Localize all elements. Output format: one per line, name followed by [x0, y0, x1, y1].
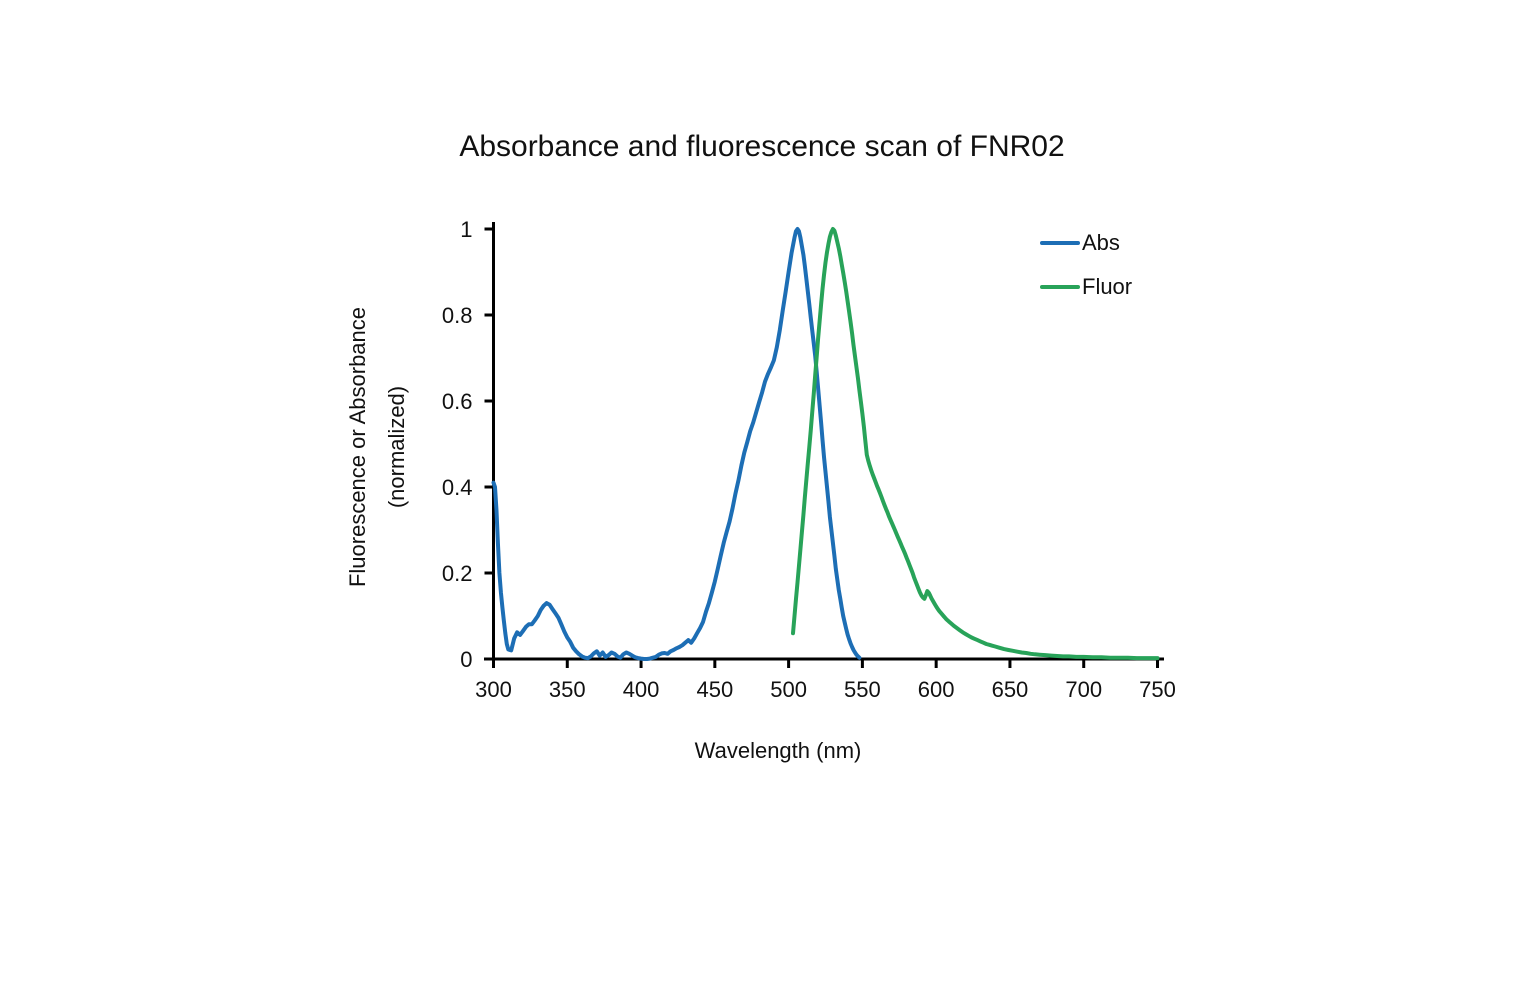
x-tick-label: 350 [549, 677, 586, 702]
series-lines [491, 227, 1160, 661]
legend-item-fluor: Fluor [1040, 273, 1132, 301]
y-axis-title-line2: (normalized) [384, 385, 409, 509]
x-tick-label: 700 [1065, 677, 1102, 702]
x-tick-label: 500 [770, 677, 807, 702]
y-tick-label: 0.6 [442, 389, 473, 414]
x-tick-label: 750 [1139, 677, 1176, 702]
series-line-abs [491, 227, 862, 661]
series-line-fluor [791, 227, 1160, 661]
x-tick-label: 600 [918, 677, 955, 702]
x-tick-label: 550 [844, 677, 881, 702]
x-tick-label: 400 [623, 677, 660, 702]
y-axis-title-line1: Fluorescence or Absorbance [345, 306, 370, 588]
legend-label-abs: Abs [1082, 230, 1120, 255]
x-tick-label: 450 [696, 677, 733, 702]
y-tick-label: 0.8 [442, 303, 473, 328]
axis-tick-labels: 300 350 400 450 500 550 600 650 700 750 1 0.8 0.6 0.4… [442, 217, 1176, 702]
axis-ticks [484, 227, 1159, 668]
fluor-line-icon [1040, 285, 1080, 289]
x-axis-title: Wavelength (nm) [694, 738, 862, 763]
chart-title: Absorbance and fluorescence scan of FNR0… [459, 130, 1065, 163]
y-tick-label: 0.4 [442, 475, 473, 500]
abs-line-icon [1040, 241, 1080, 245]
x-tick-label: 300 [475, 677, 512, 702]
axes [484, 222, 1164, 661]
x-tick-label: 650 [992, 677, 1029, 702]
y-tick-label: 0.2 [442, 561, 473, 586]
y-axis-title: Fluorescence or Absorbance (normalized) [338, 307, 416, 587]
legend-label-fluor: Fluor [1082, 274, 1133, 299]
y-tick-label: 1 [460, 217, 472, 242]
legend-item-abs: Abs [1040, 229, 1132, 257]
legend: Abs Fluor [1040, 229, 1132, 317]
y-tick-label: 0 [460, 647, 472, 672]
